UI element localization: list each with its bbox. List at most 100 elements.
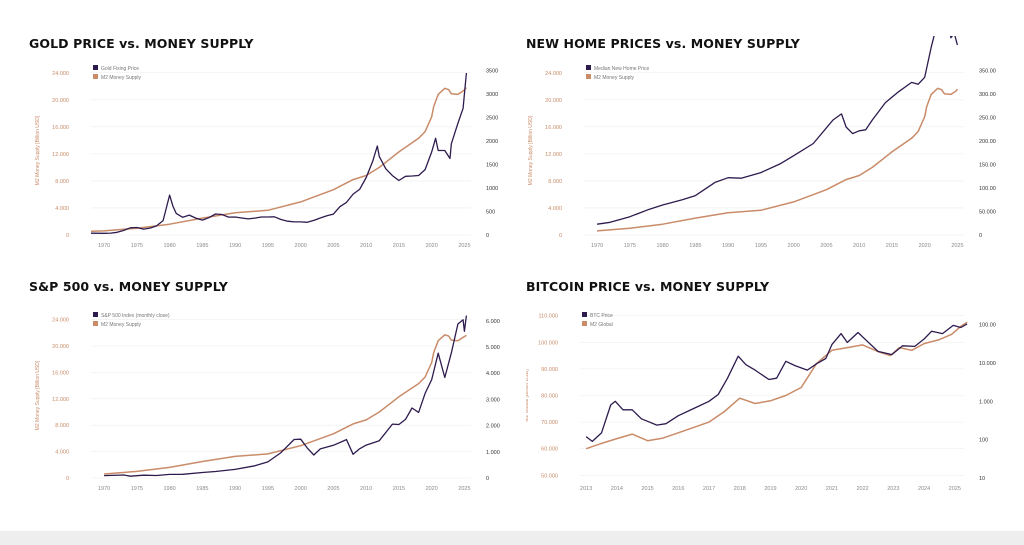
right-tick-label: 1.000 [979, 399, 993, 405]
bottom-divider [0, 531, 1024, 545]
legend-label: M2 Money Supply [101, 322, 142, 328]
left-axis-label: M2 Money Supply [Billion USD] [528, 115, 534, 185]
right-tick-label: 4.000 [486, 371, 500, 377]
right-tick-label: 100 [979, 438, 988, 444]
x-tick-label: 2025 [951, 243, 963, 249]
x-tick-label: 2014 [611, 486, 623, 492]
legend-swatch [582, 312, 587, 317]
legend-swatch [582, 321, 587, 326]
x-tick-label: 2020 [426, 243, 438, 249]
bitcoin-chart-panel: BITCOIN PRICE vs. MONEY SUPPLY 50.000 60.… [526, 279, 1024, 519]
right-tick-label: 0 [486, 476, 489, 482]
left-tick-label: 4.000 [548, 206, 562, 212]
x-tick-label: 2020 [919, 243, 931, 249]
left-tick-label: 100.000 [538, 340, 558, 346]
right-tick-label: 3500 [486, 69, 498, 75]
left-tick-label: 8.000 [55, 179, 69, 185]
sp500-chart-svg: 0 4.000 8.000 12.000 16.000 20.000 24.000 0 1.00… [35, 312, 500, 492]
chart-title: GOLD PRICE vs. MONEY SUPPLY [29, 36, 254, 51]
x-tick-label: 2019 [764, 486, 776, 492]
x-tick-label: 2016 [672, 486, 684, 492]
x-tick-label: 1980 [656, 243, 668, 249]
x-tick-label: 2025 [458, 486, 470, 492]
left-tick-label: 16.000 [545, 125, 562, 131]
left-tick-label: 12.000 [545, 152, 562, 158]
right-tick-label: 100.000 [979, 186, 996, 192]
x-tick-label: 1985 [196, 486, 208, 492]
chart-title: BITCOIN PRICE vs. MONEY SUPPLY [526, 279, 770, 294]
x-tick-label: 1995 [262, 486, 274, 492]
left-tick-label: 80.000 [541, 394, 558, 400]
legend-label: S&P 500 Index (monthly close) [101, 313, 170, 319]
m2-series-line [104, 334, 467, 475]
x-tick-label: 2017 [703, 486, 715, 492]
home-prices-chart-panel: NEW HOME PRICES vs. MONEY SUPPLY 0 4.000 8… [526, 36, 1024, 276]
x-tick-label: 1985 [196, 243, 208, 249]
legend-swatch [586, 65, 591, 70]
legend-label: BTC Price [590, 313, 613, 319]
right-tick-label: 1.000 [486, 450, 500, 456]
price-series-line [585, 323, 968, 443]
home-prices-chart-svg: 0 4.000 8.000 12.000 16.000 20.000 24.000 0 50.0… [528, 36, 996, 249]
right-tick-label: 500 [486, 210, 495, 216]
x-tick-label: 1975 [131, 243, 143, 249]
left-tick-label: 0 [66, 476, 69, 482]
right-tick-label: 6.000 [486, 319, 500, 325]
right-tick-label: 250.000 [979, 116, 996, 122]
price-series-line [597, 36, 959, 225]
left-tick-label: 110.000 [539, 314, 558, 320]
x-tick-label: 2013 [580, 486, 592, 492]
bitcoin-chart-svg: 50.000 60.000 70.000 80.000 90.000 100.000 110… [526, 312, 996, 492]
x-tick-label: 1995 [755, 243, 767, 249]
x-tick-label: 2015 [641, 486, 653, 492]
x-tick-label: 2005 [327, 243, 339, 249]
x-tick-label: 2015 [886, 243, 898, 249]
left-tick-label: 60.000 [541, 447, 558, 453]
left-tick-label: 16.000 [52, 370, 69, 376]
x-tick-label: 2000 [788, 243, 800, 249]
x-tick-label: 1975 [131, 486, 143, 492]
x-tick-label: 1980 [163, 486, 175, 492]
x-tick-label: 2000 [295, 243, 307, 249]
x-tick-label: 2022 [856, 486, 868, 492]
x-tick-label: 2025 [458, 243, 470, 249]
right-tick-label: 0 [486, 233, 489, 239]
x-tick-label: 2010 [853, 243, 865, 249]
gold-chart-panel: GOLD PRICE vs. MONEY SUPPLY 0 4.000 8.000 1… [29, 36, 529, 276]
legend-label: M2 Money Supply [101, 75, 142, 81]
x-tick-label: 1970 [98, 486, 110, 492]
right-tick-label: 0 [979, 233, 982, 239]
legend-swatch [93, 312, 98, 317]
right-tick-label: 50.000 [979, 210, 996, 216]
right-tick-label: 150.000 [979, 163, 996, 169]
gold-chart-svg: 0 4.000 8.000 12.000 16.000 20.000 24.000 0 500 1… [35, 65, 498, 249]
x-tick-label: 1995 [262, 243, 274, 249]
legend-label: Gold Fixing Price [101, 66, 139, 72]
left-tick-label: 24.000 [52, 71, 69, 77]
legend-label: M2 Global [590, 322, 613, 328]
right-tick-label: 2500 [486, 116, 498, 122]
right-tick-label: 5.000 [486, 345, 500, 351]
sp500-chart-panel: S&P 500 vs. MONEY SUPPLY 0 4.000 8.000 12.0… [29, 279, 529, 519]
x-tick-label: 2023 [887, 486, 899, 492]
right-tick-label: 350.000 [979, 69, 996, 75]
right-tick-label: 1000 [486, 186, 498, 192]
x-tick-label: 2015 [393, 486, 405, 492]
x-tick-label: 1990 [229, 486, 241, 492]
right-tick-label: 10.000 [979, 361, 996, 367]
x-tick-label: 2024 [918, 486, 930, 492]
x-tick-label: 1970 [98, 243, 110, 249]
chart-title: S&P 500 vs. MONEY SUPPLY [29, 279, 228, 294]
left-tick-label: 12.000 [52, 397, 69, 403]
legend-swatch [586, 74, 591, 79]
right-tick-label: 200.000 [979, 139, 996, 145]
x-tick-label: 2020 [795, 486, 807, 492]
left-tick-label: 8.000 [55, 423, 69, 429]
left-tick-label: 20.000 [545, 98, 562, 104]
left-tick-label: 12.000 [52, 152, 69, 158]
left-tick-label: 16.000 [52, 125, 69, 131]
right-tick-label: 300.000 [979, 92, 996, 98]
left-axis-label: M2 Money Supply [Billion USD] [35, 115, 41, 185]
left-tick-label: 50.000 [541, 473, 558, 479]
